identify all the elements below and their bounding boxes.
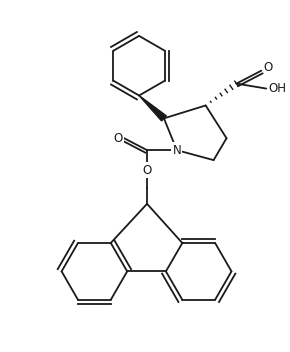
Text: O: O	[142, 164, 152, 177]
Text: N: N	[173, 144, 181, 157]
Text: O: O	[263, 61, 273, 74]
Text: O: O	[114, 132, 123, 145]
Polygon shape	[139, 95, 166, 121]
Text: N: N	[173, 144, 181, 157]
Text: O: O	[114, 132, 123, 145]
Text: O: O	[142, 164, 152, 177]
Text: OH: OH	[268, 82, 286, 95]
